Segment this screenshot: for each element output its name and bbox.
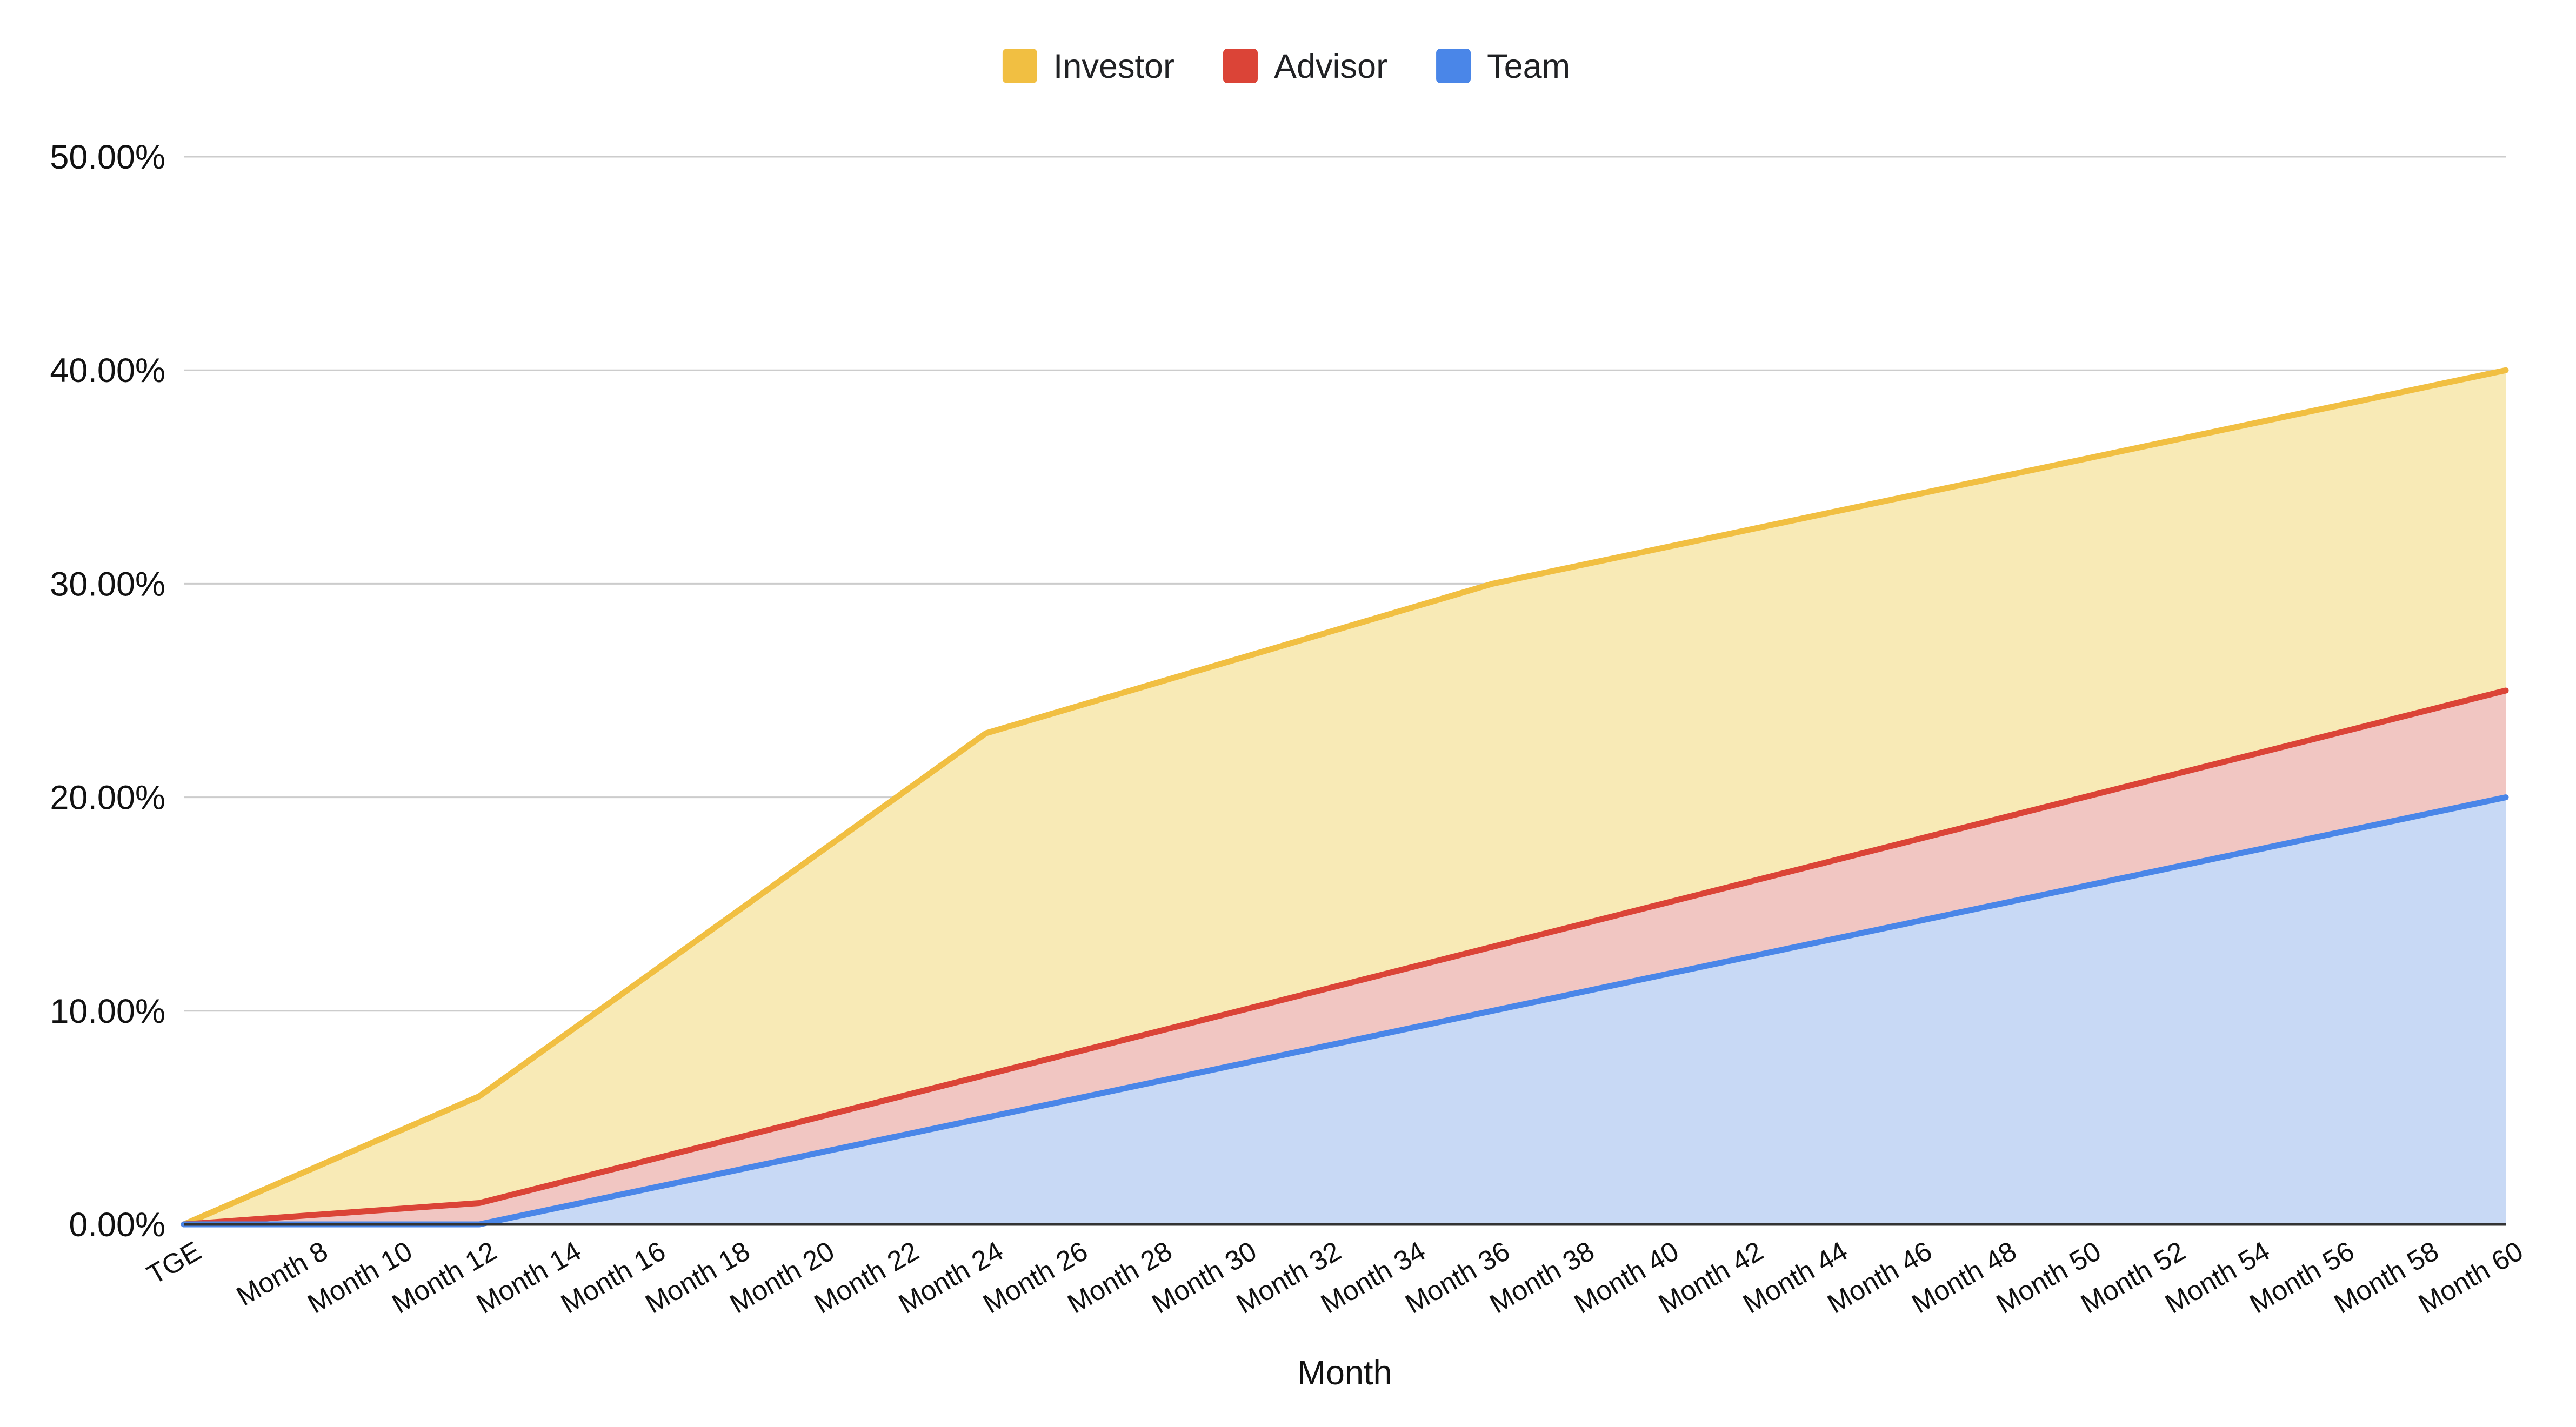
legend-label: Advisor bbox=[1274, 48, 1387, 85]
legend-item-advisor: Advisor bbox=[1223, 48, 1387, 85]
area-investor bbox=[184, 370, 2506, 1225]
y-tick-label: 0.00% bbox=[69, 1206, 165, 1244]
legend-label: Team bbox=[1487, 48, 1570, 85]
y-axis-ticks: 0.00% 10.00% 20.00% 30.00% 40.00% 50.00% bbox=[50, 138, 165, 1244]
legend-swatch bbox=[1002, 49, 1037, 83]
y-tick-label: 10.00% bbox=[50, 993, 165, 1030]
legend-item-investor: Investor bbox=[1002, 48, 1174, 85]
line-advisor bbox=[181, 687, 2509, 1228]
y-tick-label: 20.00% bbox=[50, 779, 165, 817]
y-tick-label: 30.00% bbox=[50, 565, 165, 603]
legend-item-team: Team bbox=[1436, 48, 1570, 85]
y-tick-label: 50.00% bbox=[50, 138, 165, 176]
legend-swatch bbox=[1223, 49, 1258, 83]
series-areas bbox=[184, 370, 2506, 1225]
legend: Investor Advisor Team bbox=[1002, 48, 1570, 85]
legend-label: Investor bbox=[1053, 48, 1174, 85]
legend-swatch bbox=[1436, 49, 1471, 83]
line-investor bbox=[181, 367, 2509, 1228]
x-axis-title: Month bbox=[1297, 1354, 1392, 1392]
y-tick-label: 40.00% bbox=[50, 352, 165, 390]
series-lines bbox=[181, 367, 2509, 1228]
line-team bbox=[181, 794, 2509, 1228]
area-team bbox=[184, 797, 2506, 1224]
